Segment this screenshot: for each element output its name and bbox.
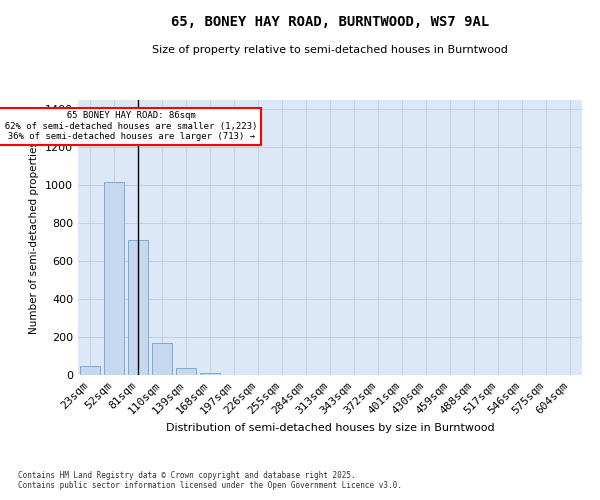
Bar: [128, 240, 148, 375]
Bar: [80, 366, 100, 375]
Text: 65, BONEY HAY ROAD, BURNTWOOD, WS7 9AL: 65, BONEY HAY ROAD, BURNTWOOD, WS7 9AL: [171, 15, 489, 29]
X-axis label: Distribution of semi-detached houses by size in Burntwood: Distribution of semi-detached houses by …: [166, 422, 494, 432]
Bar: [200, 373, 220, 375]
Text: Contains HM Land Registry data © Crown copyright and database right 2025.
Contai: Contains HM Land Registry data © Crown c…: [18, 470, 402, 490]
Bar: [152, 343, 172, 375]
Text: 65 BONEY HAY ROAD: 86sqm
← 62% of semi-detached houses are smaller (1,223)
  36%: 65 BONEY HAY ROAD: 86sqm ← 62% of semi-d…: [0, 112, 257, 141]
Bar: [104, 182, 124, 375]
Bar: [176, 368, 196, 375]
Y-axis label: Number of semi-detached properties: Number of semi-detached properties: [29, 141, 40, 334]
Text: Size of property relative to semi-detached houses in Burntwood: Size of property relative to semi-detach…: [152, 45, 508, 55]
